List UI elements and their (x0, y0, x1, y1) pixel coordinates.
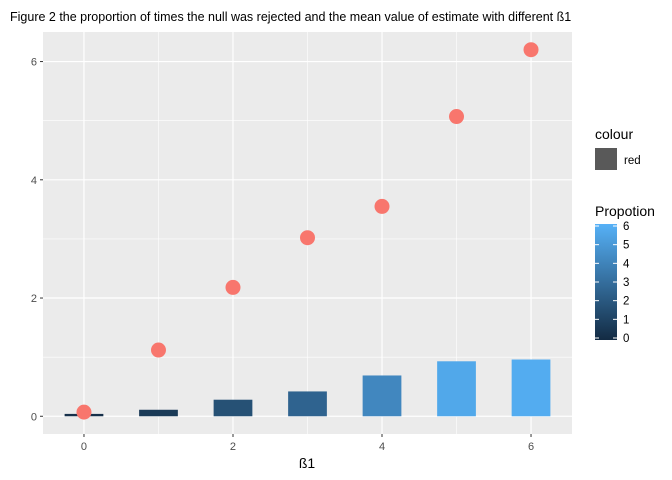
colour-legend-key (595, 148, 617, 170)
point-beta-1 (150, 342, 166, 358)
point-beta-0 (76, 404, 92, 420)
y-tick-label: 4 (31, 175, 37, 187)
y-tick-label: 6 (31, 57, 37, 69)
bar-beta-5 (437, 361, 476, 417)
colorbar-label: 2 (623, 296, 629, 308)
propotion-legend: Propotion 0 1 2 3 4 5 6 (595, 203, 655, 345)
x-axis-title: ß1 (299, 455, 316, 471)
point-beta-4 (374, 198, 390, 214)
colorbar-label: 0 (623, 333, 629, 345)
colour-legend-title: colour (595, 126, 633, 142)
propotion-legend-title: Propotion (595, 203, 655, 219)
bar-beta-4 (362, 375, 402, 417)
point-beta-2 (225, 279, 241, 295)
x-tick-label: 2 (230, 441, 236, 453)
colorbar-label: 3 (623, 277, 629, 289)
x-tick-label: 6 (528, 441, 534, 453)
colorbar-label: 1 (623, 314, 629, 326)
x-tick-label: 4 (379, 441, 385, 453)
bar-beta-2 (213, 399, 253, 417)
colorbar-label: 5 (623, 240, 629, 252)
bar-beta-6 (511, 359, 551, 417)
colour-legend-label: red (624, 155, 641, 167)
bar-beta-1 (139, 409, 178, 417)
colour-legend: colour red (595, 126, 641, 170)
bar-beta-3 (288, 391, 327, 417)
chart-title: Figure 2 the proportion of times the nul… (10, 10, 571, 24)
propotion-colorbar (595, 224, 617, 340)
y-tick-label: 2 (31, 293, 37, 305)
colorbar-label: 4 (623, 258, 630, 270)
point-beta-3 (300, 230, 315, 246)
colorbar-label: 6 (623, 221, 629, 233)
point-beta-6 (523, 42, 539, 58)
point-beta-5 (449, 109, 465, 125)
y-tick-label: 0 (31, 411, 37, 423)
x-tick-label: 0 (81, 441, 87, 453)
